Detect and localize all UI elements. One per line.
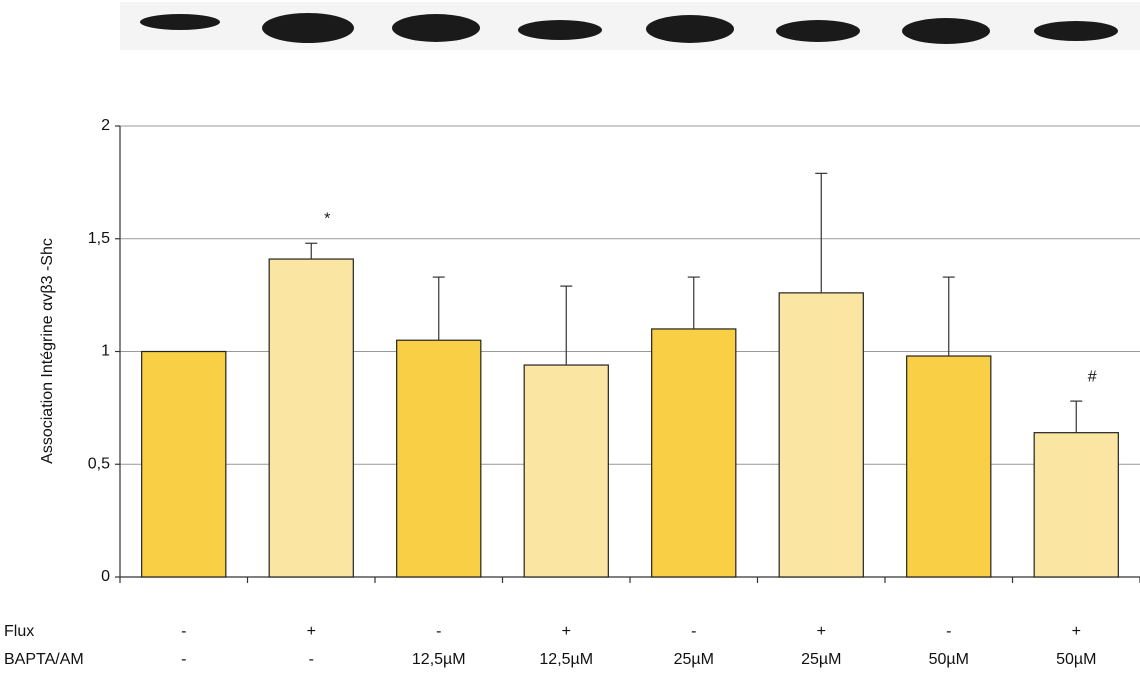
condition-value: - [309,651,314,668]
y-tick-label: 0,5 [88,455,110,472]
error-bar [942,276,955,357]
blot-band [646,15,734,43]
bar [1033,432,1119,578]
y-tick-label: 1 [101,343,110,360]
bar [778,292,864,578]
bar [396,339,482,578]
bar [651,328,737,578]
error-bar [560,285,573,366]
y-tick-label: 0 [101,568,110,585]
bar [523,364,609,578]
bar [268,258,354,578]
error-bar [305,242,318,260]
bar [906,355,992,578]
error-bar [432,276,445,341]
blot-band [262,13,354,43]
condition-value: 50µM [929,651,969,668]
blot-band [1034,21,1118,41]
annotation: # [1088,368,1097,385]
condition-value: + [307,623,316,640]
condition-value: 12,5µM [539,651,593,668]
condition-value: 50µM [1056,651,1096,668]
condition-value: 25µM [801,651,841,668]
error-bar [687,276,700,329]
blot-band [518,20,602,40]
y-axis-title: Association Intégrine αvβ3 -Shc [39,238,56,464]
western-blot [120,2,1140,50]
condition-value: 12,5µM [412,651,466,668]
blot-band [902,18,990,44]
y-tick-label: 1,5 [88,230,110,247]
blot-band [776,20,860,42]
condition-label: Flux [4,623,34,640]
bar [141,350,227,578]
blot-band [140,14,220,30]
annotation: * [324,210,330,227]
condition-value: - [691,623,696,640]
y-tick-label: 2 [101,117,110,134]
condition-value: 25µM [674,651,714,668]
error-bar [1070,400,1083,433]
error-bar [815,172,828,293]
condition-value: + [562,623,571,640]
condition-value: - [946,623,951,640]
condition-value: - [181,623,186,640]
condition-value: - [436,623,441,640]
condition-value: + [1072,623,1081,640]
condition-value: - [181,651,186,668]
condition-value: + [817,623,826,640]
condition-label: BAPTA/AM [4,651,84,668]
blot-band [392,14,480,42]
